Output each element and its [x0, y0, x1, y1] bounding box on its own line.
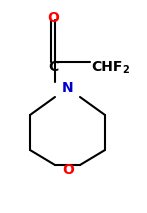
Text: N: N — [62, 81, 74, 95]
Text: C: C — [48, 60, 58, 74]
Text: O: O — [47, 11, 59, 25]
Text: CHF: CHF — [91, 60, 122, 74]
Text: O: O — [62, 163, 74, 177]
Text: 2: 2 — [122, 65, 129, 75]
